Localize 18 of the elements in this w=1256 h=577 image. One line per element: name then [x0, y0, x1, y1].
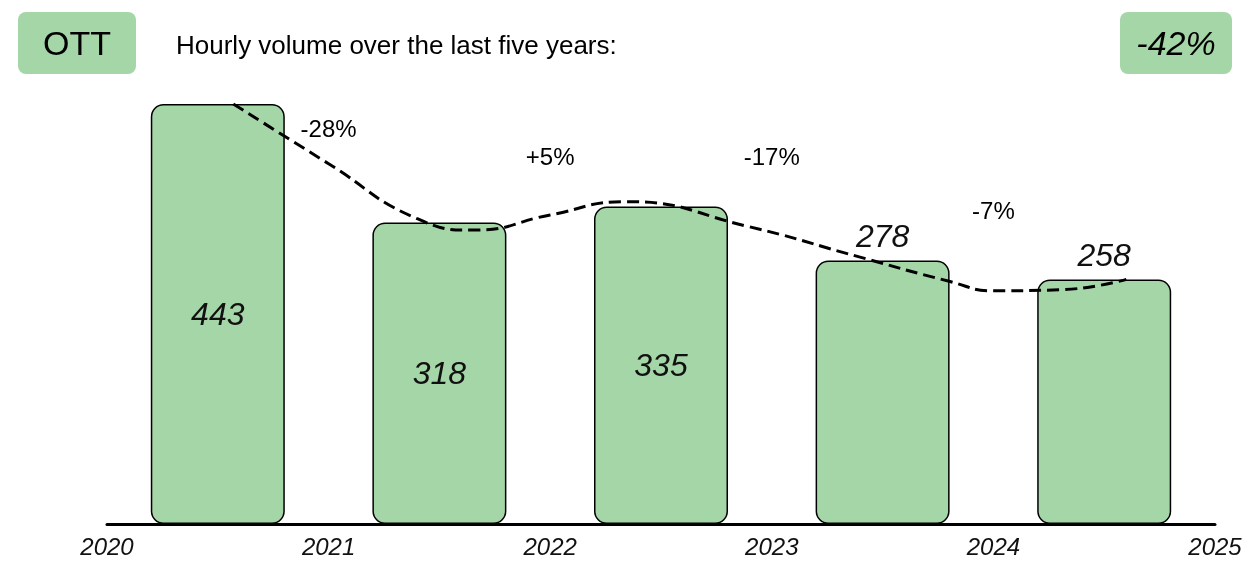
x-tick-label: 2022 — [522, 532, 577, 560]
data-label: 443 — [191, 296, 245, 332]
annotation: -28% — [300, 114, 357, 142]
data-label: 258 — [1076, 237, 1132, 274]
data-label: 335 — [634, 347, 688, 384]
x-tick-label: 2020 — [79, 532, 135, 560]
x-tick-label: 2024 — [965, 532, 1021, 560]
x-tick-label: 2025 — [1187, 532, 1243, 560]
text: -42% — [1136, 24, 1216, 62]
chart-title: OTT — [43, 24, 111, 62]
annotation: -17% — [743, 142, 800, 170]
x-tick-label: 2023 — [744, 532, 800, 560]
x-tick-label: 2021 — [300, 532, 356, 560]
data-label: 278 — [854, 218, 910, 255]
chart-subtitle: Hourly volume over the last five years: — [176, 30, 617, 60]
annotation: +5% — [525, 142, 575, 170]
annotation: -7% — [972, 196, 1015, 224]
data-label: 318 — [412, 355, 467, 392]
